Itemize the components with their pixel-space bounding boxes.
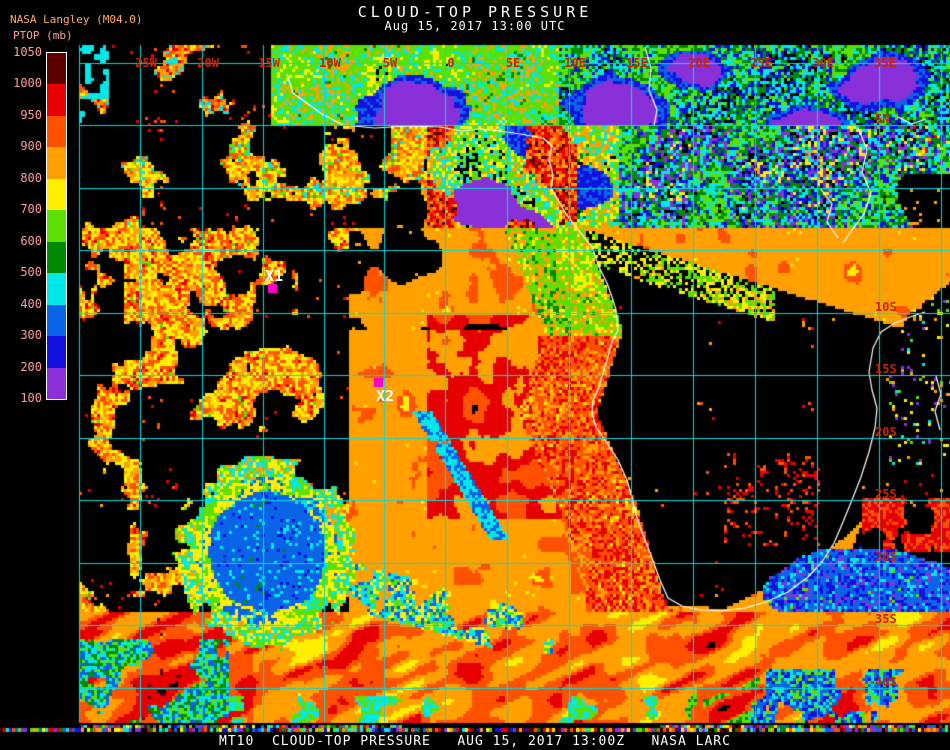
status-bar: MT10 CLOUD-TOP PRESSURE AUG 15, 2017 13:…: [219, 734, 731, 749]
latitude-label-10S: 10S: [875, 300, 897, 314]
colorbar-tick: 300: [20, 328, 42, 343]
longitude-label-10W: 10W: [319, 56, 341, 70]
latitude-label-25S: 25S: [875, 487, 897, 501]
latitude-label-30S: 30S: [875, 550, 897, 564]
longitude-label-35E: 35E: [874, 56, 896, 70]
longitude-label-20E: 20E: [688, 56, 710, 70]
colorbar-segment-700-600: [47, 210, 66, 242]
colorbar-segment-1000-950: [47, 84, 66, 116]
longitude-label-15W: 15W: [258, 56, 280, 70]
colorbar-segment-600-500: [47, 241, 66, 274]
colorbar-title: PTOP (mb): [13, 29, 73, 42]
colorbar: [46, 52, 67, 400]
colorbar-segment-900-800: [47, 147, 66, 179]
colorbar-tick: 1000: [13, 76, 42, 91]
longitude-label-30E: 30E: [812, 56, 834, 70]
colorbar-tick: 500: [20, 265, 42, 280]
longitude-label-5E: 5E: [505, 56, 521, 70]
marker-dot-X2[interactable]: [374, 378, 383, 387]
colorbar-segment-200-100: [47, 367, 66, 399]
colorbar-segment-500-400: [47, 273, 66, 305]
colorbar-tick: 400: [20, 296, 42, 311]
colorbar-tick: 600: [20, 233, 42, 248]
colorbar-tick: 700: [20, 202, 42, 217]
longitude-label-10E: 10E: [564, 56, 586, 70]
longitude-label-5W: 5W: [382, 56, 398, 70]
latitude-label-35S: 35S: [875, 612, 897, 626]
colorbar-segment-950-900: [47, 115, 66, 148]
latitude-label-15S: 15S: [875, 362, 897, 376]
timestamp: Aug 15, 2017 13:00 UTC: [384, 19, 566, 33]
colorbar-tick: 950: [20, 107, 42, 122]
latitude-label-40S: 40S: [875, 675, 897, 689]
latitude-label-20S: 20S: [875, 425, 897, 439]
latitude-label-5N: 5N: [875, 112, 890, 126]
page-title: CLOUD-TOP PRESSURE: [357, 3, 593, 21]
longitude-label-15E: 15E: [626, 56, 648, 70]
longitude-label-25W: 25W: [135, 56, 157, 70]
colorbar-segment-400-300: [47, 304, 66, 337]
colorbar-segment-300-200: [47, 336, 66, 368]
colorbar-tick: 100: [20, 391, 42, 405]
source-label: NASA Langley (M04.0): [10, 13, 143, 26]
colorbar-tick: 800: [20, 170, 42, 185]
colorbar-segment-800-700: [47, 178, 66, 211]
marker-dot-X1[interactable]: [268, 284, 277, 293]
longitude-label-20W: 20W: [197, 56, 219, 70]
longitude-label-0: 0: [447, 56, 455, 70]
colorbar-tick: 1050: [13, 45, 42, 59]
longitude-label-25E: 25E: [750, 56, 772, 70]
colorbar-segment-1050-1000: [47, 53, 66, 85]
colorbar-tick: 200: [20, 359, 42, 374]
marker-label-X1[interactable]: X1: [265, 267, 284, 285]
marker-label-X2[interactable]: X2: [376, 387, 395, 405]
colorbar-tick: 900: [20, 139, 42, 154]
